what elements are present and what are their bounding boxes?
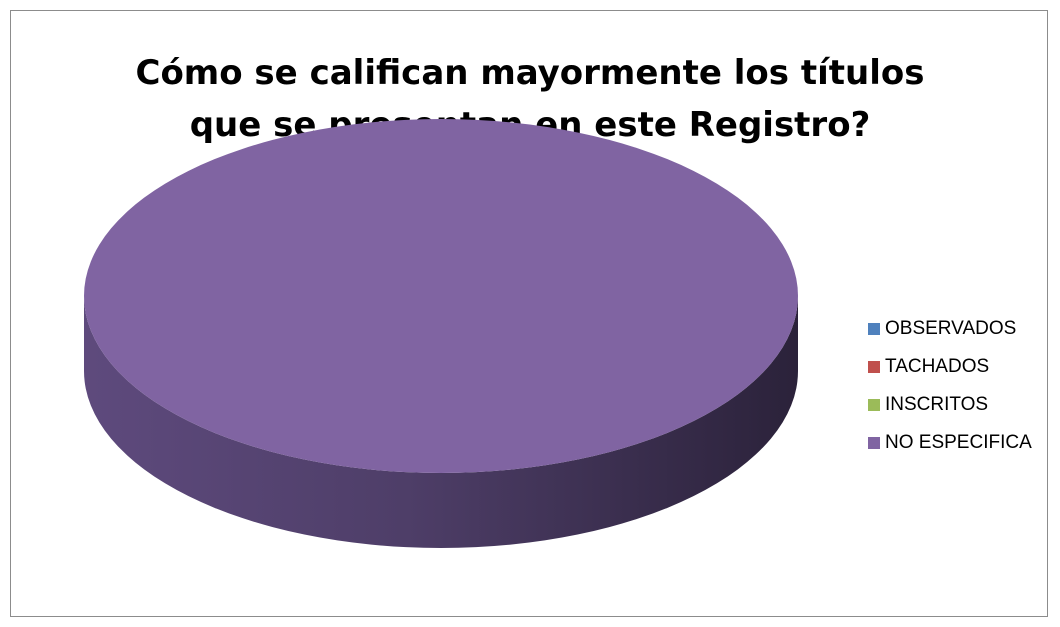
legend-swatch [868, 399, 880, 411]
chart-legend: OBSERVADOS TACHADOS INSCRITOS NO ESPECIFICA [868, 310, 1032, 462]
legend-swatch [868, 437, 880, 449]
pie-chart [84, 119, 798, 548]
legend-swatch [868, 361, 880, 373]
legend-item: NO ESPECIFICA [868, 424, 1032, 462]
pie-slice-no-especifica [84, 119, 798, 473]
legend-item: TACHADOS [868, 348, 1032, 386]
pie-side-wall [84, 296, 798, 548]
legend-label: NO ESPECIFICA [885, 432, 1032, 453]
chart-title-line-1: Cómo se califican mayormente los títulos [135, 53, 925, 93]
legend-label: TACHADOS [885, 356, 990, 377]
legend-label: OBSERVADOS [885, 318, 1017, 339]
legend-item: INSCRITOS [868, 386, 1032, 424]
legend-label: INSCRITOS [885, 394, 989, 415]
legend-swatch [868, 323, 880, 335]
chart-frame: Cómo se califican mayormente los títulos… [10, 10, 1048, 617]
legend-item: OBSERVADOS [868, 310, 1032, 348]
